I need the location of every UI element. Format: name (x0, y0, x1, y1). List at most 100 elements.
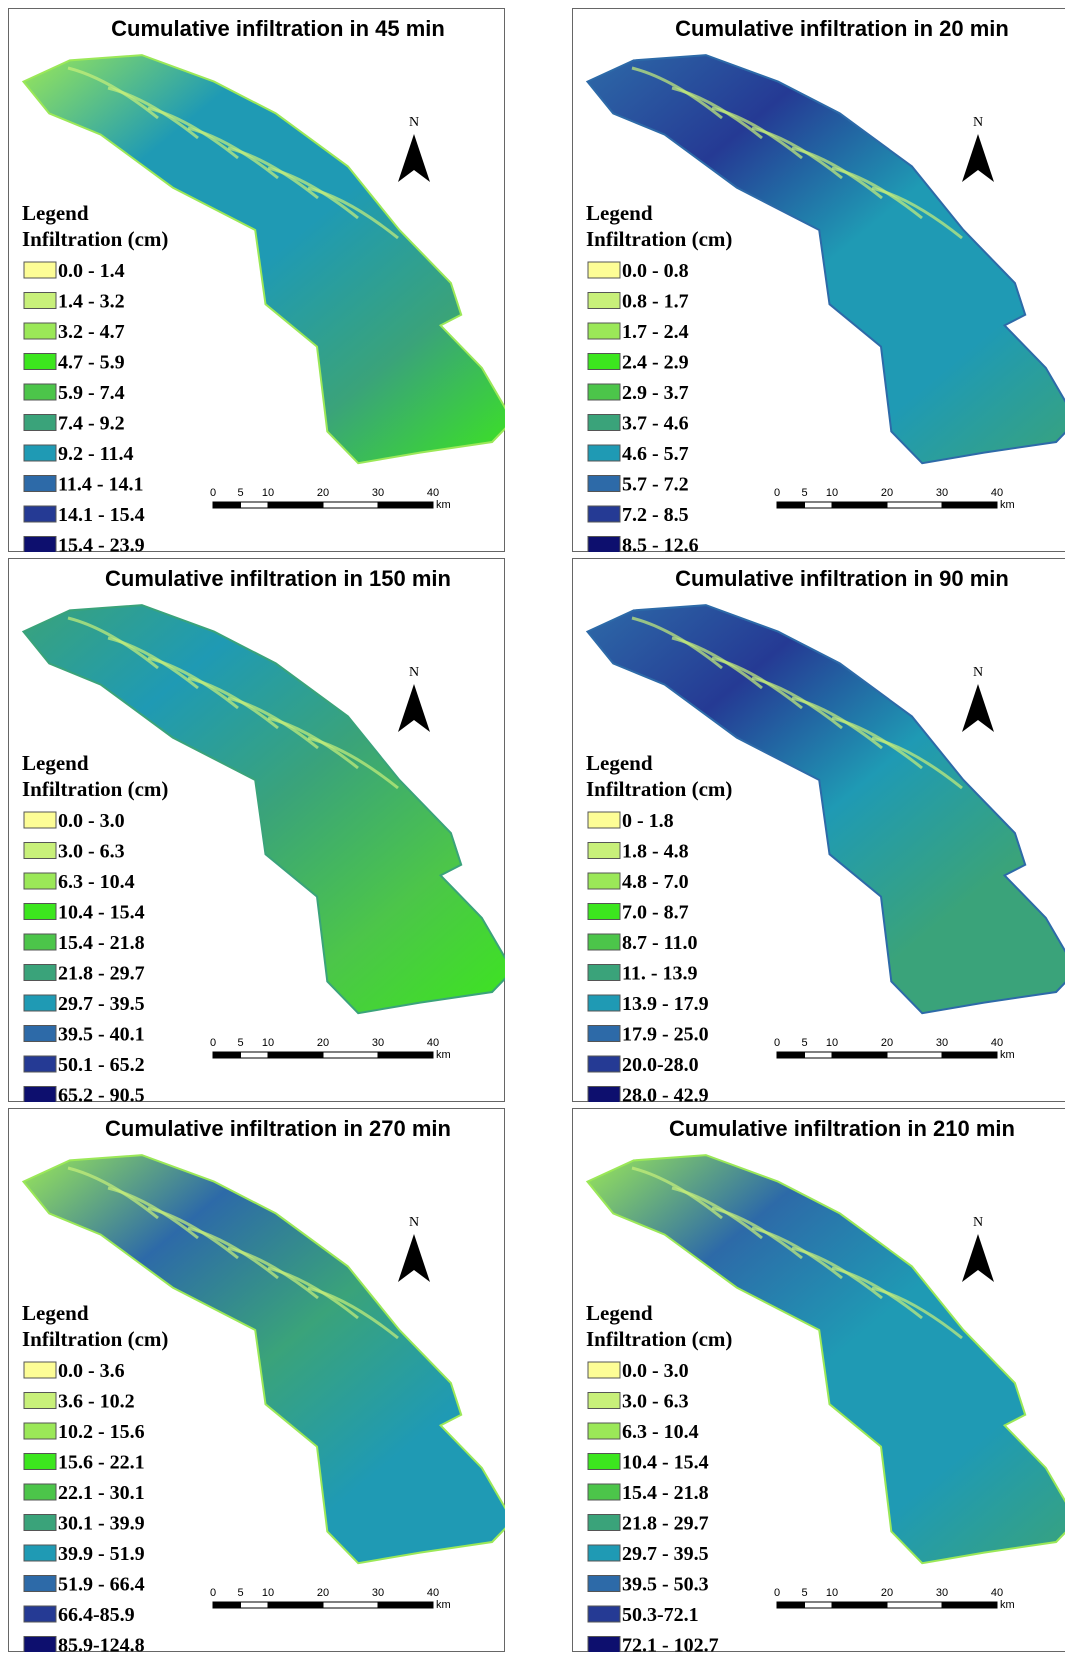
scale-segment (267, 501, 324, 509)
legend-swatch (23, 872, 57, 890)
scale-label: 0 (210, 1587, 216, 1599)
legend-label: 8.7 - 11.0 (622, 932, 698, 954)
scale-segment (831, 1051, 888, 1059)
scale-segment (240, 501, 269, 509)
legend-label: 9.2 - 11.4 (58, 443, 134, 465)
ridge (107, 636, 199, 690)
north-label: N (973, 1215, 983, 1230)
legend-label: 0.0 - 1.4 (58, 260, 125, 282)
map-region (21, 604, 505, 1015)
map-region (585, 1154, 1065, 1565)
ridge (307, 186, 399, 240)
ridge (267, 1266, 359, 1320)
north-label: N (973, 115, 983, 130)
scale-segment (776, 1051, 805, 1059)
scale-label: 40 (427, 487, 439, 499)
legend-label: 5.9 - 7.4 (58, 382, 125, 404)
legend-swatch (23, 536, 57, 552)
legend-title: Legend (586, 1301, 653, 1325)
scale-label: 0 (210, 487, 216, 499)
scale-label: 10 (826, 1037, 838, 1049)
legend-swatch (587, 1575, 621, 1592)
legend-swatch (587, 261, 621, 279)
legend-label: 51.9 - 66.4 (58, 1574, 145, 1596)
scale-label: 0 (774, 487, 780, 499)
ridge (227, 146, 319, 200)
legend-swatch (587, 933, 621, 951)
ridge (267, 166, 359, 220)
legend-label: 17.9 - 25.0 (622, 1024, 709, 1046)
scale-segment (240, 1051, 269, 1059)
legend-swatch (587, 1605, 621, 1623)
legend-unit: Infiltration (cm) (586, 777, 732, 801)
scale-segment (377, 1051, 434, 1059)
scale-segment (886, 501, 943, 509)
legend-swatch (587, 414, 621, 431)
legend-swatch (23, 842, 57, 859)
legend-unit: Infiltration (cm) (22, 227, 168, 251)
legend-label: 39.5 - 40.1 (58, 1024, 145, 1046)
legend-swatch (23, 933, 57, 951)
scale-label: 10 (262, 1587, 274, 1599)
legend-swatch (587, 1453, 621, 1470)
legend-swatch (23, 964, 57, 981)
scale-unit: km (1000, 499, 1015, 511)
legend-label: 66.4-85.9 (58, 1604, 135, 1626)
map-region (585, 604, 1065, 1015)
ridge (147, 656, 239, 710)
scale-label: 5 (801, 487, 807, 499)
legend-label: 22.1 - 30.1 (58, 1482, 145, 1504)
ridge (67, 616, 159, 670)
legend-swatch (23, 292, 57, 309)
map-panel: Cumulative infiltration in 270 min Legend… (8, 1108, 505, 1652)
legend-label: 10.2 - 15.6 (58, 1421, 145, 1443)
map-region (21, 1154, 505, 1565)
scale-label: 40 (427, 1037, 439, 1049)
scale-segment (377, 1601, 434, 1609)
scale-segment (240, 1601, 269, 1609)
scale-unit: km (1000, 1599, 1015, 1611)
ridge (751, 126, 843, 180)
ridge (671, 86, 763, 140)
legend-label: 15.4 - 21.8 (622, 1482, 709, 1504)
scale-label: 40 (991, 1037, 1003, 1049)
scale-segment (804, 1051, 833, 1059)
legend-label: 50.1 - 65.2 (58, 1054, 145, 1076)
scale-label: 5 (801, 1037, 807, 1049)
legend-label: 4.8 - 7.0 (622, 871, 689, 893)
ridge (631, 1166, 723, 1220)
legend-swatch (587, 475, 621, 492)
legend-label: 30.1 - 39.9 (58, 1513, 145, 1535)
north-label: N (409, 1215, 419, 1230)
scale-segment (886, 1601, 943, 1609)
legend-swatch (23, 353, 57, 370)
ridge (751, 676, 843, 730)
panel-title: Cumulative infiltration in 90 min (675, 566, 1009, 591)
legend-label: 7.4 - 9.2 (58, 413, 125, 435)
legend-label: 4.6 - 5.7 (622, 443, 689, 465)
ridge (67, 1166, 159, 1220)
legend-swatch (23, 1453, 57, 1470)
legend-swatch (23, 1605, 57, 1623)
scale-label: 40 (991, 1587, 1003, 1599)
scale-segment (886, 1051, 943, 1059)
legend-label: 13.9 - 17.9 (622, 993, 709, 1015)
scale-label: 30 (372, 1037, 384, 1049)
scale-segment (804, 501, 833, 509)
ridge (711, 656, 803, 710)
scale-label: 10 (262, 1037, 274, 1049)
legend-label: 39.9 - 51.9 (58, 1543, 145, 1565)
legend-swatch (23, 1422, 57, 1440)
scale-segment (831, 501, 888, 509)
legend-label: 1.7 - 2.4 (622, 321, 689, 343)
scale-segment (322, 1051, 379, 1059)
ridge (751, 1226, 843, 1280)
legend-label: 6.3 - 10.4 (622, 1421, 699, 1443)
legend-swatch (587, 353, 621, 370)
map-panel: Cumulative infiltration in 150 min Legend… (8, 558, 505, 1102)
scale-label: 20 (317, 487, 329, 499)
scale-unit: km (436, 1049, 451, 1061)
ridge (107, 86, 199, 140)
scale-label: 10 (826, 487, 838, 499)
north-arrow (962, 1234, 994, 1282)
